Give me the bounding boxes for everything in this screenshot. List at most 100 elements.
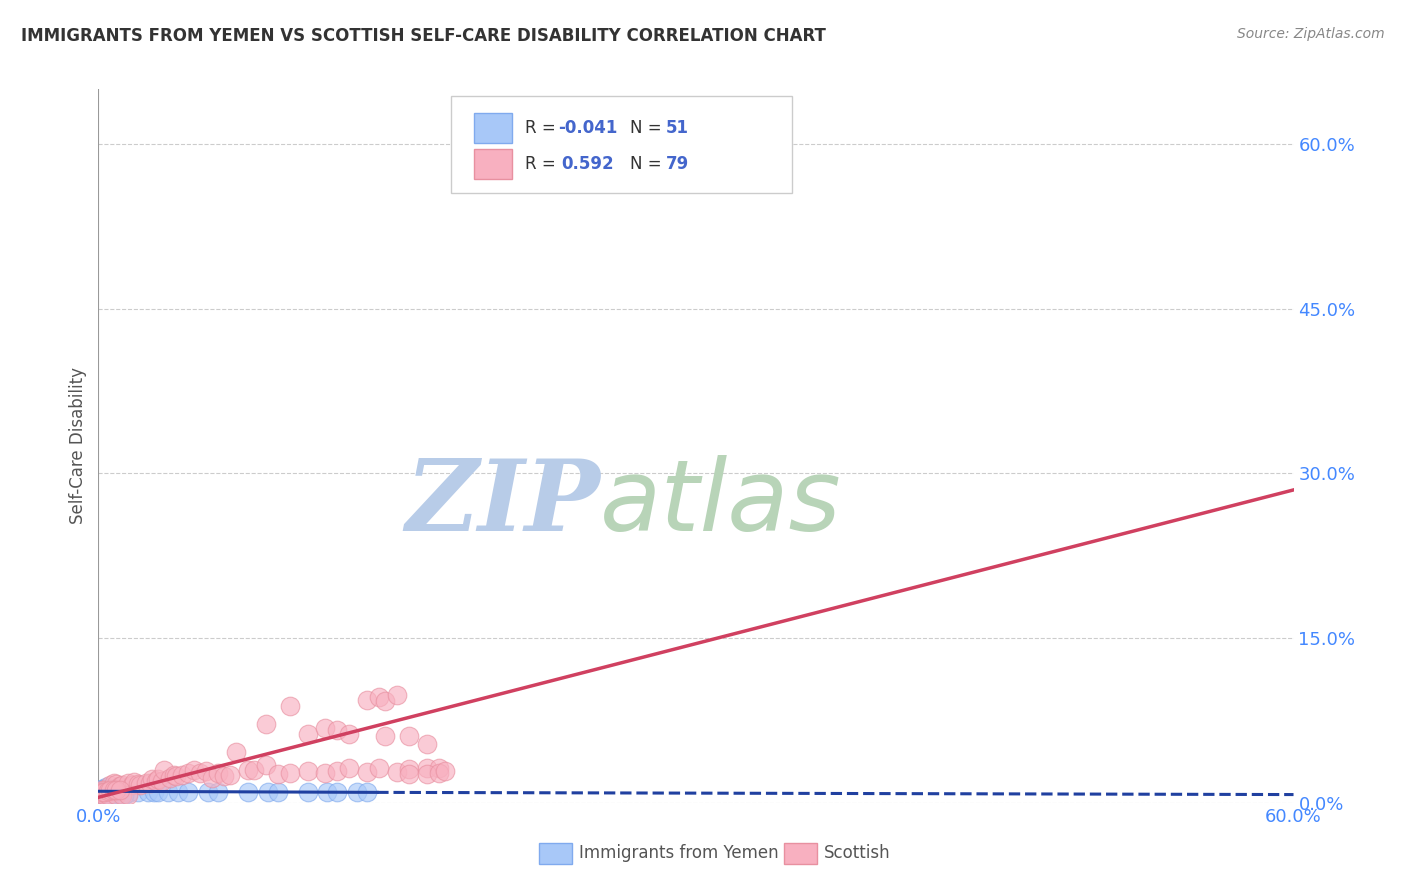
Point xyxy=(177,766,200,780)
Point xyxy=(145,773,167,788)
Point xyxy=(374,729,396,743)
Point xyxy=(256,785,278,799)
Point xyxy=(93,782,115,797)
Point xyxy=(207,785,229,799)
Point xyxy=(101,781,124,796)
Point xyxy=(127,785,149,799)
Text: Scottish: Scottish xyxy=(824,845,890,863)
Point xyxy=(315,721,337,735)
Point xyxy=(165,769,187,783)
Point xyxy=(103,781,125,796)
Point xyxy=(427,761,450,775)
Point xyxy=(93,782,115,797)
Point xyxy=(96,788,118,802)
Point xyxy=(127,777,149,791)
Point xyxy=(139,776,162,790)
Point xyxy=(416,737,439,751)
Point xyxy=(326,723,349,738)
Point xyxy=(97,785,120,799)
Point xyxy=(97,783,120,797)
Text: 79: 79 xyxy=(666,155,689,173)
Point xyxy=(267,785,290,799)
Point xyxy=(297,764,319,778)
Point xyxy=(236,763,259,777)
Point xyxy=(103,783,125,797)
Point xyxy=(195,764,218,778)
Point xyxy=(89,785,111,799)
Point xyxy=(416,767,439,781)
Point xyxy=(98,782,122,797)
Point xyxy=(96,781,118,796)
Point xyxy=(97,788,120,802)
Point xyxy=(93,785,115,799)
Point xyxy=(212,769,235,783)
Point xyxy=(368,761,391,775)
Point xyxy=(315,766,337,780)
Point xyxy=(91,785,114,799)
Point xyxy=(150,773,173,788)
Point xyxy=(89,788,111,802)
FancyBboxPatch shape xyxy=(474,113,512,144)
Text: ZIP: ZIP xyxy=(405,455,600,551)
Point xyxy=(339,761,361,775)
Point xyxy=(374,694,396,708)
FancyBboxPatch shape xyxy=(451,96,792,193)
Point xyxy=(153,763,176,777)
Point xyxy=(107,780,129,795)
Point xyxy=(278,699,301,714)
Point xyxy=(243,763,266,777)
Point xyxy=(129,778,152,792)
Text: N =: N = xyxy=(630,155,666,173)
Point xyxy=(117,788,139,802)
Point xyxy=(297,785,319,799)
Point xyxy=(93,788,115,802)
Point xyxy=(117,786,139,800)
Point xyxy=(356,765,378,780)
Point xyxy=(110,788,132,802)
Text: atlas: atlas xyxy=(600,455,842,551)
Point xyxy=(96,783,118,797)
Point xyxy=(135,776,157,790)
Point xyxy=(148,785,170,799)
Point xyxy=(111,788,134,802)
Point xyxy=(297,726,319,740)
FancyBboxPatch shape xyxy=(785,843,817,864)
Text: 0.592: 0.592 xyxy=(561,155,613,173)
Point xyxy=(91,785,114,799)
Point xyxy=(356,785,378,799)
Point xyxy=(97,783,120,797)
Text: N =: N = xyxy=(630,120,666,137)
Point xyxy=(101,785,124,799)
Point xyxy=(91,781,114,796)
Point xyxy=(356,692,378,706)
Point xyxy=(89,787,111,801)
Text: IMMIGRANTS FROM YEMEN VS SCOTTISH SELF-CARE DISABILITY CORRELATION CHART: IMMIGRANTS FROM YEMEN VS SCOTTISH SELF-C… xyxy=(21,27,825,45)
Point xyxy=(434,764,457,778)
Point xyxy=(225,745,247,759)
Point xyxy=(91,786,114,800)
Point xyxy=(105,777,128,791)
Text: R =: R = xyxy=(524,120,561,137)
Point xyxy=(105,788,128,802)
Point xyxy=(103,776,125,790)
Point xyxy=(197,785,219,799)
Point xyxy=(110,780,132,794)
Point xyxy=(427,766,450,780)
Point xyxy=(93,786,115,800)
Point xyxy=(385,765,409,780)
Point xyxy=(159,771,181,785)
Point xyxy=(91,783,114,797)
Point xyxy=(112,788,135,802)
Point xyxy=(91,785,114,799)
Point xyxy=(201,771,224,785)
Point xyxy=(398,762,420,776)
Point xyxy=(93,783,115,797)
Point xyxy=(254,716,277,731)
Point xyxy=(219,768,242,782)
Point xyxy=(121,778,143,792)
Text: 51: 51 xyxy=(666,120,689,137)
Point xyxy=(111,778,134,792)
Point xyxy=(398,767,420,781)
Point xyxy=(141,772,163,786)
Text: -0.041: -0.041 xyxy=(558,120,617,137)
